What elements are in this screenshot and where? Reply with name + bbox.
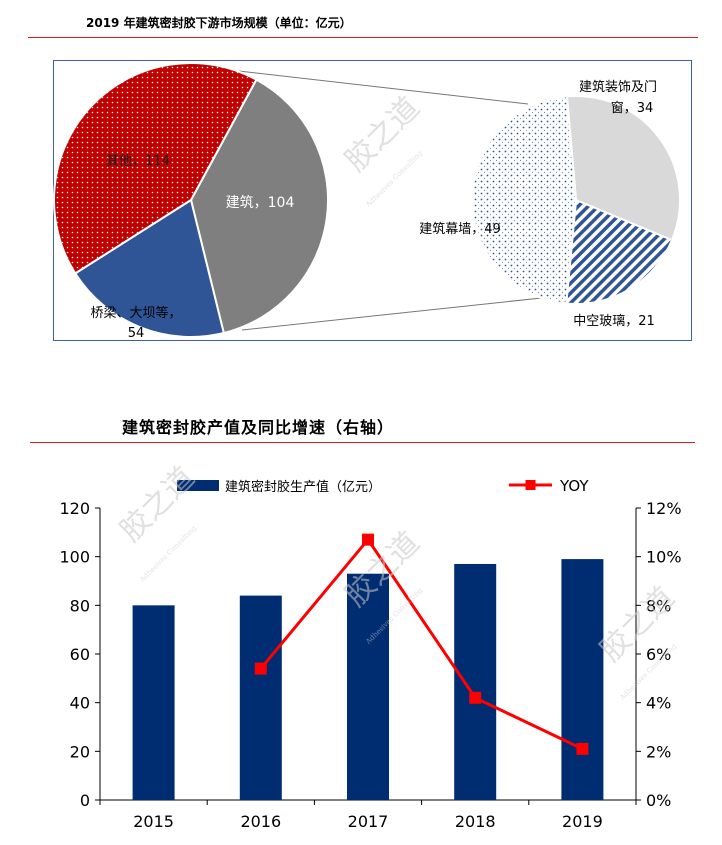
- sub-pie-label-insulating-glass: 中空玻璃，21: [573, 314, 655, 329]
- yoy-line: [259, 537, 584, 751]
- left-y-tick-label: 80: [70, 596, 90, 615]
- sub-pie-slice-2: [471, 95, 578, 305]
- right-y-tick-label: 2%: [646, 742, 671, 761]
- pie-label-building: 建筑，104: [226, 195, 295, 211]
- left-y-tick-label: 20: [70, 742, 90, 761]
- top-divider: [28, 37, 698, 38]
- sub-pie-label-curtain-wall: 建筑幕墙，49: [419, 221, 501, 237]
- bar-2015: [132, 605, 175, 800]
- sub-pie-label-decoration-line1: 建筑装饰及门: [579, 79, 657, 95]
- bar-2016: [239, 595, 282, 800]
- sub-pie-label-decoration-line2: 窗，34: [611, 100, 654, 116]
- x-tick-label: 2018: [455, 812, 496, 831]
- left-y-tick-label: 0: [80, 791, 90, 810]
- pie-chart-title: 2019 年建筑密封胶下游市场规模（单位：亿元）: [86, 16, 352, 30]
- left-y-tick-label: 100: [59, 548, 90, 567]
- bar-chart-title: 建筑密封胶产值及同比增速（右轴）: [122, 418, 395, 437]
- main-pie-slice-0: [189, 78, 329, 335]
- bar-2019: [561, 559, 604, 800]
- x-tick-label: 2016: [240, 812, 281, 831]
- legend-bar-swatch: [177, 480, 219, 491]
- left-y-tick-label: 40: [70, 694, 90, 713]
- right-y-tick-label: 0%: [646, 791, 671, 810]
- left-y-tick-label: 120: [59, 499, 90, 518]
- right-y-tick-label: 8%: [646, 596, 671, 615]
- pie-label-bridge-line2: 54: [128, 326, 145, 341]
- bar-2018: [454, 563, 497, 800]
- legend-bar-label: 建筑密封胶生产值（亿元）: [225, 479, 381, 495]
- main-pie-slice-1: [73, 198, 226, 338]
- connector-line-top: [238, 70, 529, 105]
- right-y-tick-label: 12%: [646, 499, 682, 518]
- right-y-tick-label: 6%: [646, 645, 671, 664]
- sub-pie-slice-1: [565, 198, 674, 305]
- main-pie-slice-2: [52, 61, 258, 275]
- yoy-marker: [576, 742, 589, 755]
- x-tick-label: 2019: [562, 812, 603, 831]
- bar-2017: [347, 573, 389, 800]
- right-y-tick-label: 4%: [646, 694, 671, 713]
- connector-line-bottom: [241, 295, 561, 331]
- legend-line-marker: [525, 480, 536, 490]
- left-y-tick-label: 60: [70, 645, 90, 664]
- x-tick-label: 2015: [133, 812, 174, 831]
- bar-title-divider: [30, 442, 695, 443]
- right-y-tick-label: 10%: [646, 548, 682, 567]
- pie-label-bridge-line1: 桥梁、大坝等，: [90, 305, 181, 321]
- sub-pie-slice-0: [565, 95, 681, 242]
- yoy-marker: [469, 691, 482, 704]
- yoy-marker: [254, 662, 267, 675]
- yoy-marker: [362, 533, 374, 546]
- pie-label-other: 其他，114: [106, 154, 170, 169]
- x-tick-label: 2017: [348, 812, 389, 831]
- pie-chart: 其他，114 建筑，104 桥梁、大坝等， 54 建筑装饰及门 窗，34 建筑幕…: [52, 61, 681, 341]
- legend-line-label: YOY: [559, 477, 589, 495]
